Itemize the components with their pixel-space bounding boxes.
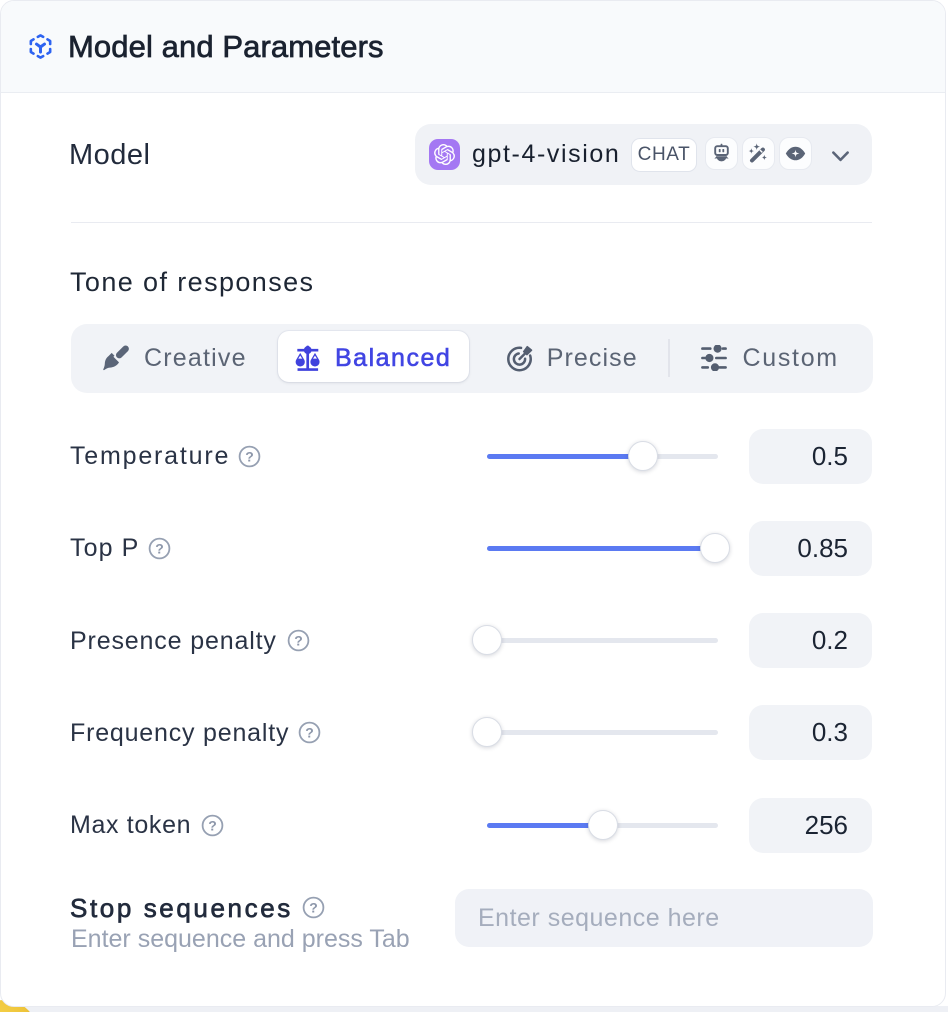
svg-text:?: ? (309, 899, 318, 915)
svg-text:?: ? (294, 632, 303, 648)
svg-text:?: ? (155, 540, 164, 556)
svg-text:?: ? (208, 817, 217, 833)
svg-text:?: ? (305, 725, 314, 741)
svg-text:?: ? (245, 448, 254, 464)
